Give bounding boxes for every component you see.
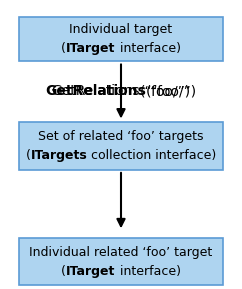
Text: (: ( xyxy=(26,149,30,162)
FancyBboxPatch shape xyxy=(19,238,223,286)
Text: Individual related ‘foo’ target: Individual related ‘foo’ target xyxy=(29,246,213,258)
Text: interface): interface) xyxy=(116,265,181,277)
Text: collection interface): collection interface) xyxy=(87,149,216,162)
Text: (“foo/”): (“foo/”) xyxy=(146,84,197,98)
FancyBboxPatch shape xyxy=(19,122,223,170)
Text: GetRelations: GetRelations xyxy=(51,84,140,98)
Text: (: ( xyxy=(61,265,66,277)
Text: GetRelations: GetRelations xyxy=(45,84,146,98)
Text: (“foo/”): (“foo/”) xyxy=(140,84,191,98)
Text: Individual target: Individual target xyxy=(69,23,173,36)
Text: (: ( xyxy=(61,42,66,55)
Text: Set of related ‘foo’ targets: Set of related ‘foo’ targets xyxy=(38,130,204,143)
Text: interface): interface) xyxy=(116,42,181,55)
FancyBboxPatch shape xyxy=(19,16,223,61)
Text: ITarget: ITarget xyxy=(66,265,116,277)
Text: ITargets: ITargets xyxy=(30,149,87,162)
Text: ITarget: ITarget xyxy=(66,42,116,55)
